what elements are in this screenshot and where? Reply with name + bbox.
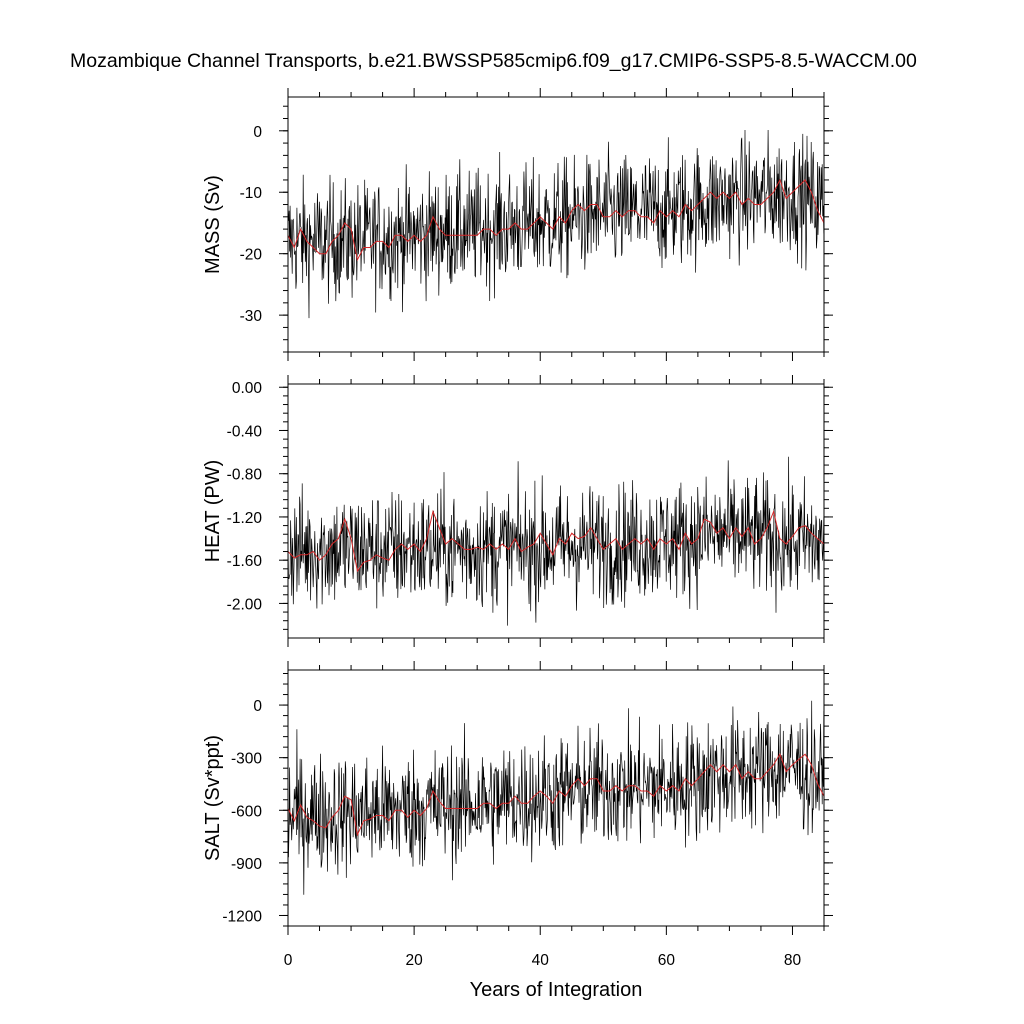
x-tick-label: 0 [284, 952, 293, 969]
series-annual-mean-line [288, 178, 824, 262]
plot-frame [287, 669, 825, 927]
y-tick-label: -20 [240, 247, 263, 264]
y-tick-label: -0.80 [227, 467, 263, 484]
x-tick-label: 20 [405, 952, 423, 969]
y-tick-label: -1.60 [227, 553, 263, 570]
y-tick-label: -300 [231, 751, 262, 768]
panel-mass: 0 -10 -20 -30 MASS (Sv) [202, 88, 833, 361]
y-tick-label: -30 [240, 308, 263, 325]
y-tick-label: -600 [231, 803, 262, 820]
y-tick-label: -900 [231, 856, 262, 873]
x-tick-label: 60 [658, 952, 676, 969]
x-axis-label: Years of Integration [470, 979, 643, 1001]
y-axis-label: SALT (Sv*ppt) [202, 735, 224, 861]
y-tick-label: -10 [240, 185, 263, 202]
y-tick-label: 0 [253, 124, 262, 141]
panel-salt: 0 -300 -600 -900 -1200 0 20 40 60 80 SALT (Sv*ppt) [202, 661, 833, 969]
x-tick-label: 40 [532, 952, 550, 969]
series-monthly-line [288, 456, 824, 626]
y-tick-label: -2.00 [227, 596, 263, 613]
series-monthly-line [288, 129, 824, 319]
y-tick-label: 0 [253, 698, 262, 715]
y-tick-label: -1200 [222, 908, 262, 925]
y-tick-label: 0.00 [232, 380, 263, 397]
plot-frame [287, 96, 825, 353]
y-axis-label: MASS (Sv) [202, 175, 224, 274]
y-axis-label: HEAT (PW) [202, 460, 224, 563]
plot-frame [287, 383, 825, 639]
y-tick-label: -1.20 [227, 510, 263, 527]
series-monthly-line [288, 700, 824, 895]
series-annual-mean-line [288, 509, 824, 573]
series-annual-mean-line [288, 753, 824, 837]
panel-heat: 0.00 -0.40 -0.80 -1.20 -1.60 -2.00 HEAT (PW) [202, 375, 833, 647]
x-tick-label: 80 [784, 952, 802, 969]
y-tick-label: -0.40 [227, 423, 263, 440]
chart-title: Mozambique Channel Transports, b.e21.BWS… [70, 50, 917, 72]
